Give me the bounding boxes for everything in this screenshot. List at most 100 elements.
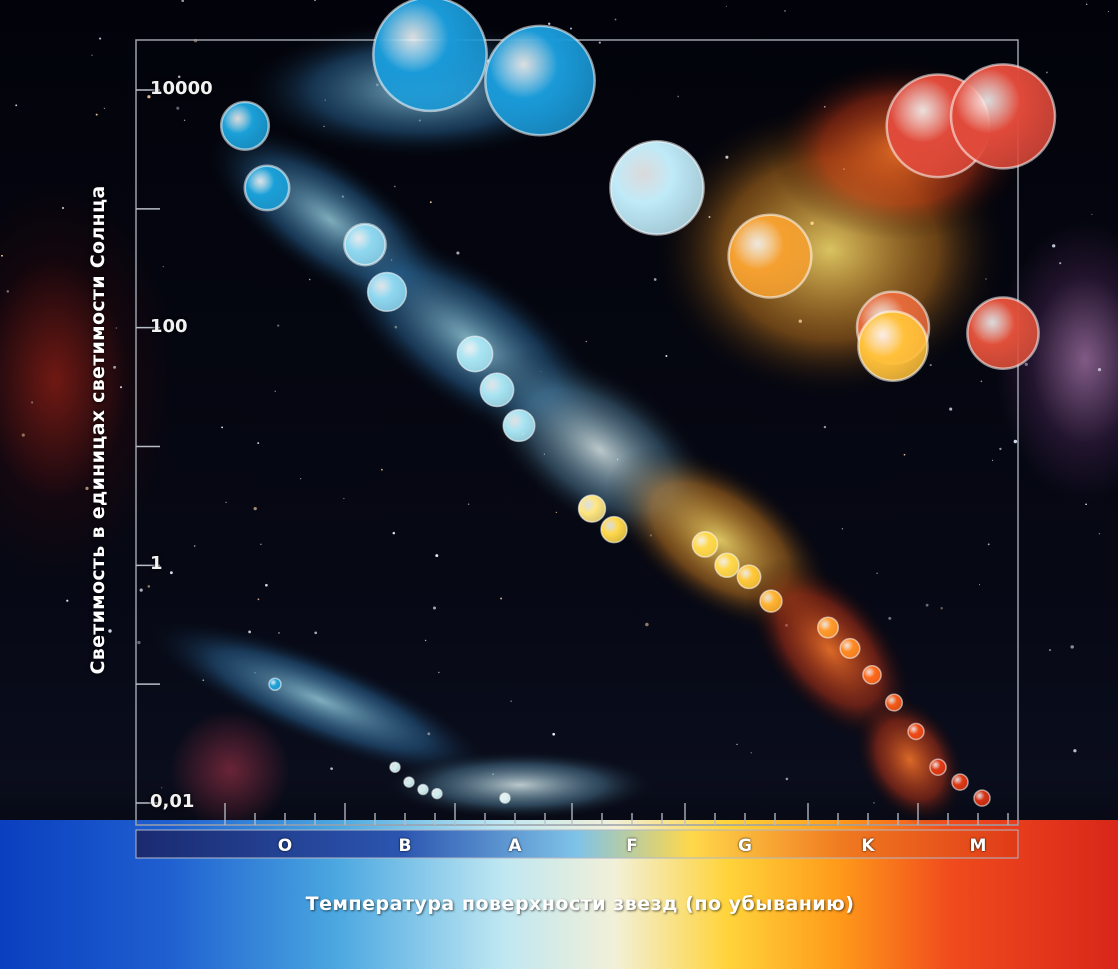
background-star [300, 478, 302, 480]
background-star [1045, 71, 1048, 74]
background-star [467, 503, 470, 506]
background-star [424, 639, 427, 642]
y-tick-label: 1 [150, 553, 163, 575]
background-star [435, 554, 439, 558]
star-point-main-sequence [839, 637, 861, 659]
background-star [99, 37, 102, 40]
star-point-main-sequence [759, 589, 783, 613]
star-point-white-dwarfs [403, 776, 415, 788]
star-point-main-sequence [907, 722, 925, 741]
background-star [823, 425, 827, 429]
background-star [314, 631, 318, 635]
star-point-white-dwarfs [431, 787, 443, 800]
star-point-white-dwarfs [268, 677, 282, 691]
background-star [725, 5, 727, 7]
background-star [169, 571, 173, 575]
background-star [980, 380, 983, 383]
star-point-giants [484, 24, 596, 137]
x-class-label: B [398, 836, 412, 856]
background-star [1073, 749, 1077, 753]
background-star [257, 442, 260, 445]
star-point-giants [857, 310, 929, 382]
background-star [177, 75, 181, 79]
background-star [1052, 244, 1056, 248]
background-star [598, 41, 601, 44]
background-star [784, 10, 786, 12]
background-star [115, 327, 118, 329]
background-star [949, 407, 953, 411]
background-star [1059, 262, 1062, 265]
background-star [750, 752, 753, 754]
star-point-main-sequence [929, 758, 947, 776]
star-points [219, 0, 1057, 807]
background-star [119, 386, 123, 389]
background-star [183, 119, 186, 122]
star-point-main-sequence [691, 531, 719, 558]
background-star [510, 700, 512, 702]
star-point-main-sequence [502, 409, 536, 443]
background-star [260, 543, 262, 546]
background-star [137, 640, 141, 645]
background-star [147, 585, 151, 588]
background-star [1097, 367, 1102, 372]
background-star [1107, 10, 1109, 13]
background-star [1091, 213, 1093, 215]
background-star [585, 340, 587, 343]
background-star [193, 545, 196, 547]
background-star [876, 572, 878, 575]
background-star [547, 22, 551, 26]
background-star [147, 95, 151, 99]
background-star [113, 365, 117, 369]
background-star [66, 599, 69, 602]
x-class-label: G [738, 836, 752, 856]
background-star [888, 616, 892, 620]
background-star [1048, 649, 1052, 652]
background-star [181, 0, 185, 3]
background-star [308, 278, 311, 281]
x-class-label: A [508, 836, 522, 856]
y-axis-label: Светимость в единицах светимости Солнца [87, 185, 109, 675]
y-tick-label: 10000 [150, 78, 213, 99]
background-star [6, 290, 10, 293]
background-star [903, 453, 906, 456]
star-point-white-dwarfs [499, 792, 511, 804]
x-class-label: F [626, 836, 638, 856]
background-star [555, 511, 558, 514]
background-star [225, 501, 227, 504]
background-star [1024, 362, 1028, 367]
background-star [221, 426, 224, 429]
background-star [257, 598, 260, 601]
background-star [1013, 439, 1018, 444]
background-star [1070, 645, 1074, 649]
background-star [139, 588, 143, 592]
y-tick-label: 100 [150, 315, 188, 337]
x-class-label: O [277, 836, 293, 856]
background-star [438, 671, 440, 674]
background-star [330, 767, 333, 770]
star-point-main-sequence [219, 100, 271, 151]
background-star [103, 107, 105, 109]
x-class-label: K [861, 836, 875, 856]
star-point-main-sequence [862, 664, 882, 685]
background-star [1098, 533, 1101, 535]
star-point-main-sequence [479, 372, 515, 408]
background-star [96, 246, 100, 249]
star-point-main-sequence [973, 789, 991, 807]
star-point-giants [372, 0, 488, 113]
background-star [991, 459, 994, 462]
background-star [61, 206, 65, 210]
x-axis-ticks [224, 803, 1009, 825]
background-star [31, 401, 34, 404]
background-star [645, 622, 649, 627]
background-star [15, 104, 18, 107]
spectral-class-bar [135, 829, 1019, 859]
background-star [1085, 503, 1087, 506]
background-star [176, 106, 180, 110]
background-star [21, 433, 25, 437]
background-star [91, 54, 93, 57]
x-axis-label: Температура поверхности звезд (по убыван… [305, 893, 855, 915]
background-star [925, 603, 929, 607]
background-star [253, 506, 257, 511]
